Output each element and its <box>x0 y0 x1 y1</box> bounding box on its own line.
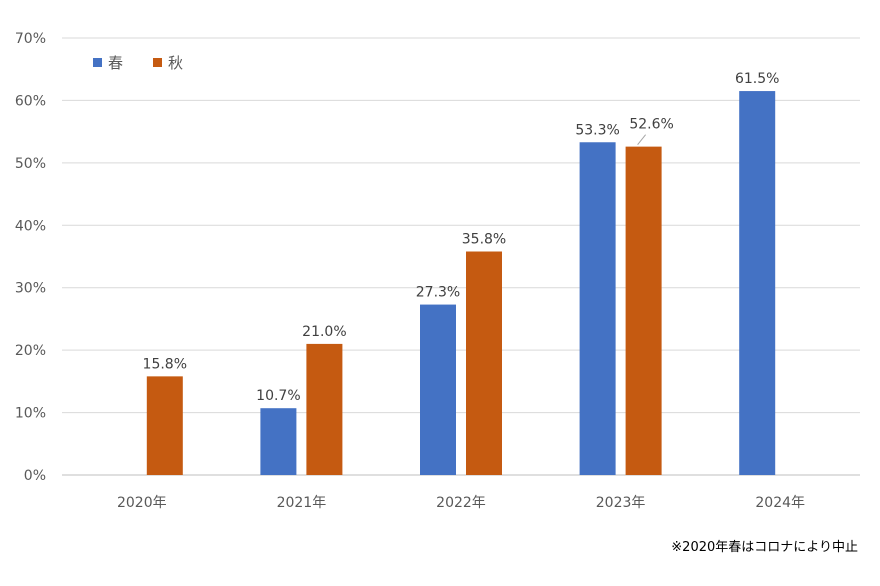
y-tick-label: 70% <box>15 31 46 47</box>
data-label: 52.6% <box>629 117 673 133</box>
y-tick-label: 60% <box>15 93 46 109</box>
legend-swatch <box>153 58 162 67</box>
y-tick-label: 30% <box>15 281 46 297</box>
data-label: 27.3% <box>416 285 460 301</box>
data-label: 35.8% <box>462 232 506 248</box>
data-label-leader <box>637 134 646 145</box>
x-category-label: 2021年 <box>277 495 327 511</box>
bars <box>146 91 776 476</box>
bar-spring <box>579 142 616 475</box>
x-category-label: 2024年 <box>755 495 805 511</box>
y-axis-ticks: 0% 10% 20% 30% 40% 50% 60% 70% <box>15 31 46 484</box>
bar-autumn <box>466 251 502 475</box>
x-category-label: 2023年 <box>596 495 646 511</box>
data-label: 21.0% <box>302 324 346 340</box>
legend-label: 秋 <box>168 54 183 72</box>
bar-autumn <box>625 146 662 475</box>
legend: 春秋 <box>93 54 183 72</box>
legend-swatch <box>93 58 102 67</box>
x-axis-categories: 2020年 2021年 2022年 2023年 2024年 <box>117 495 805 511</box>
x-category-label: 2020年 <box>117 495 167 511</box>
y-tick-label: 50% <box>15 156 46 172</box>
data-label: 61.5% <box>735 71 779 87</box>
y-tick-label: 0% <box>24 468 46 484</box>
legend-label: 春 <box>108 54 123 72</box>
data-labels: 15.8% 10.7% 21.0% 27.3% 35.8% 53.3% 52.6% 61.5% <box>143 71 780 404</box>
bar-spring <box>739 91 776 476</box>
y-tick-label: 40% <box>15 218 46 234</box>
y-tick-label: 20% <box>15 343 46 359</box>
bar-spring <box>420 304 456 475</box>
bar-autumn <box>146 376 183 475</box>
y-tick-label: 10% <box>15 406 46 422</box>
data-label: 10.7% <box>256 388 300 404</box>
footnote: ※2020年春はコロナにより中止 <box>671 540 858 555</box>
gridlines <box>62 37 860 476</box>
data-label: 15.8% <box>143 356 187 372</box>
bar-autumn <box>306 343 343 475</box>
x-category-label: 2022年 <box>436 495 486 511</box>
bar-spring <box>260 408 297 475</box>
data-label: 53.3% <box>575 122 619 138</box>
